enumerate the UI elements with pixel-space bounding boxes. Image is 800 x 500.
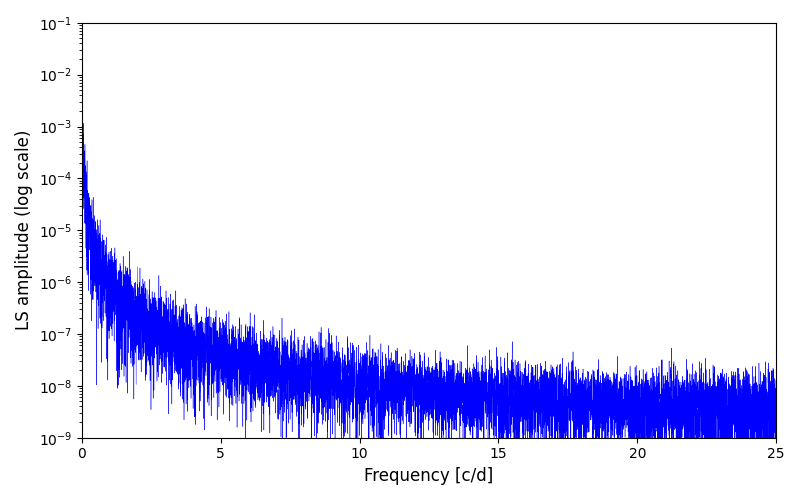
X-axis label: Frequency [c/d]: Frequency [c/d] bbox=[364, 467, 494, 485]
Y-axis label: LS amplitude (log scale): LS amplitude (log scale) bbox=[15, 130, 33, 330]
